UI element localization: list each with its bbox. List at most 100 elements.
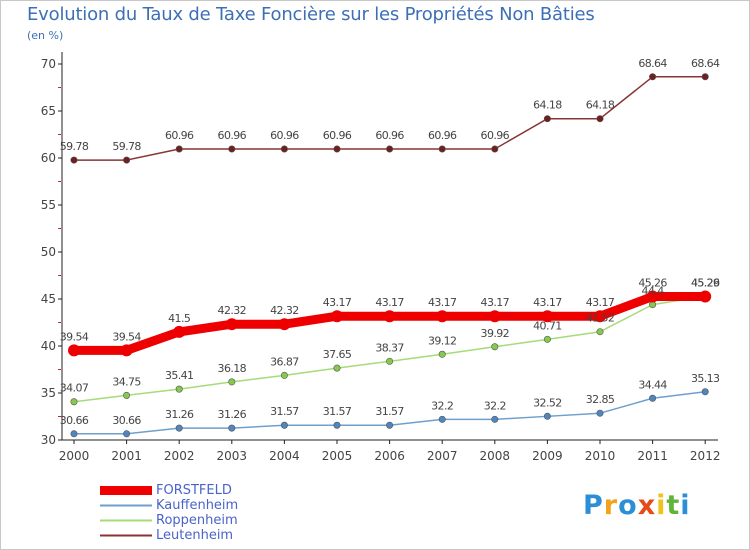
brand-letter: t — [666, 490, 681, 521]
data-point — [386, 357, 394, 365]
x-tick-label: 2010 — [585, 449, 616, 463]
x-tick-label: 2007 — [427, 449, 458, 463]
data-label: 59.78 — [60, 140, 89, 153]
data-label: 37.65 — [323, 348, 352, 361]
y-tick-label: 55 — [41, 198, 56, 212]
data-point — [491, 145, 499, 153]
data-point — [333, 421, 341, 429]
data-point — [646, 290, 659, 303]
data-label: 35.41 — [165, 369, 194, 382]
data-point — [543, 115, 551, 123]
data-label: 45.29 — [691, 276, 720, 289]
data-label: 44.4 — [642, 285, 665, 298]
data-point — [333, 145, 341, 153]
data-label: 32.85 — [586, 393, 615, 406]
data-label: 64.18 — [533, 99, 562, 112]
data-point — [541, 310, 554, 323]
data-point — [280, 371, 288, 379]
data-point — [594, 310, 606, 323]
data-label: 36.18 — [218, 362, 247, 375]
brand-letter: i — [656, 490, 667, 521]
data-point — [175, 145, 183, 153]
y-tick-label: 65 — [41, 104, 56, 118]
data-point — [438, 145, 446, 153]
data-label: 60.96 — [323, 129, 352, 142]
data-label: 32.2 — [484, 399, 506, 412]
data-label: 39.54 — [60, 330, 89, 343]
x-tick-label: 2008 — [480, 449, 511, 463]
data-label: 30.66 — [60, 414, 89, 427]
chart-unit-label: (en %) — [27, 29, 64, 42]
x-tick-label: 2005 — [322, 449, 353, 463]
data-point — [543, 412, 551, 420]
data-point — [70, 398, 78, 406]
data-point — [123, 430, 131, 438]
data-point — [228, 424, 236, 432]
x-tick-label: 2006 — [374, 449, 405, 463]
y-tick-label: 40 — [41, 339, 56, 353]
data-point — [123, 391, 131, 399]
x-tick-label: 2012 — [690, 449, 721, 463]
data-label: 31.26 — [218, 408, 247, 421]
data-point — [278, 318, 291, 331]
data-point — [228, 378, 236, 386]
data-point — [333, 364, 341, 372]
data-label: 31.57 — [270, 405, 299, 418]
data-point — [699, 290, 712, 303]
data-label: 60.96 — [165, 129, 194, 142]
brand-logo[interactable]: Proxiti — [583, 490, 691, 521]
data-point — [386, 421, 394, 429]
data-label: 68.64 — [638, 57, 667, 70]
data-label: 45.26 — [638, 277, 667, 290]
data-label: 39.92 — [481, 327, 510, 340]
brand-letter: x — [637, 490, 657, 521]
legend-label: Leutenheim — [156, 528, 234, 543]
data-point — [543, 335, 551, 343]
brand-letter: P — [583, 490, 604, 521]
data-point — [386, 145, 394, 153]
data-point — [68, 344, 80, 357]
data-label: 36.87 — [270, 355, 299, 368]
legend-label: Kauffenheim — [156, 498, 239, 513]
data-point — [649, 73, 657, 81]
data-point — [436, 310, 449, 323]
data-label: 60.96 — [270, 129, 299, 142]
x-tick-label: 2004 — [269, 449, 300, 463]
brand-letter: r — [603, 490, 619, 521]
x-tick-label: 2000 — [59, 449, 90, 463]
data-label: 39.12 — [428, 334, 457, 347]
data-label: 40.71 — [533, 319, 562, 332]
data-label: 32.52 — [533, 396, 562, 409]
data-label: 30.66 — [112, 414, 141, 427]
data-point — [649, 394, 657, 402]
legend-label: Roppenheim — [156, 513, 238, 528]
data-point — [228, 145, 236, 153]
data-label: 34.07 — [60, 382, 89, 395]
chart-title: Evolution du Taux de Taxe Foncière sur l… — [27, 4, 595, 25]
data-label: 60.96 — [375, 129, 404, 142]
data-point — [491, 415, 499, 423]
y-tick-label: 50 — [41, 245, 56, 259]
data-point — [123, 156, 131, 164]
x-tick-label: 2011 — [637, 449, 668, 463]
data-point — [491, 343, 499, 351]
brand-letter: o — [618, 490, 638, 521]
data-label: 34.75 — [112, 375, 141, 388]
y-tick-label: 35 — [41, 386, 56, 400]
data-point — [488, 310, 501, 323]
y-tick-label: 30 — [41, 433, 56, 447]
data-point — [701, 388, 709, 396]
legend-item-leutenheim: Leutenheim — [100, 528, 238, 543]
data-point — [280, 421, 288, 429]
data-label: 35.13 — [691, 372, 720, 385]
data-label: 32.2 — [431, 399, 453, 412]
data-label: 31.57 — [323, 405, 352, 418]
y-tick-label: 70 — [41, 57, 56, 71]
data-point — [596, 409, 604, 417]
y-tick-label: 45 — [41, 292, 56, 306]
data-label: 43.17 — [375, 296, 404, 309]
data-label: 59.78 — [112, 140, 141, 153]
data-point — [383, 310, 396, 323]
y-tick-label: 60 — [41, 151, 56, 165]
